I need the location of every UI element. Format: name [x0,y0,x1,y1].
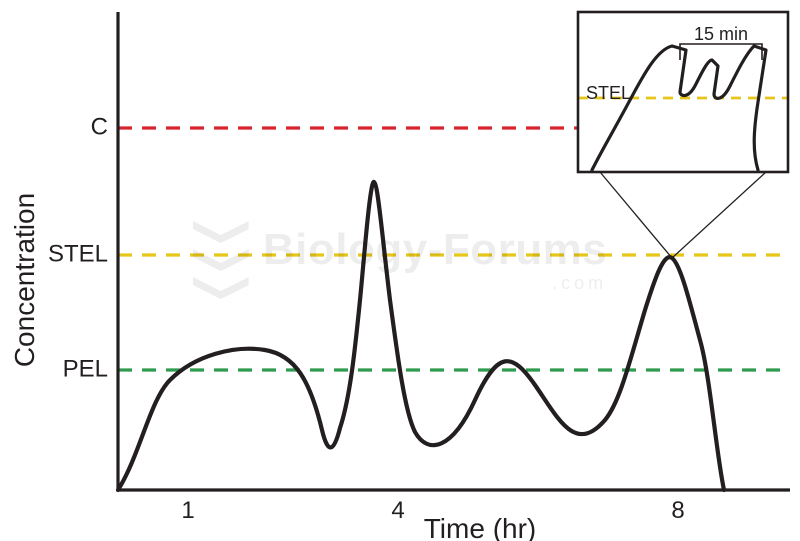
pel-label: PEL [63,355,108,382]
x-axis-label: Time (hr) [424,513,537,541]
inset-bracket-label: 15 min [694,24,748,44]
exposure-limits-chart: 1 4 8 C STEL PEL Concentration Time (hr)… [0,0,800,541]
chart-svg: 1 4 8 C STEL PEL Concentration Time (hr)… [0,0,800,541]
inset-callout-line [672,172,766,258]
concentration-curve [118,182,724,490]
x-tick-4: 4 [391,497,404,524]
inset-callout-line [600,172,672,258]
stel-label: STEL [48,240,108,267]
y-axis-label: Concentration [9,193,40,367]
x-tick-8: 8 [671,497,684,524]
x-tick-1: 1 [181,497,194,524]
inset-stel-label: STEL [586,83,631,103]
ceiling-label: C [91,113,108,140]
